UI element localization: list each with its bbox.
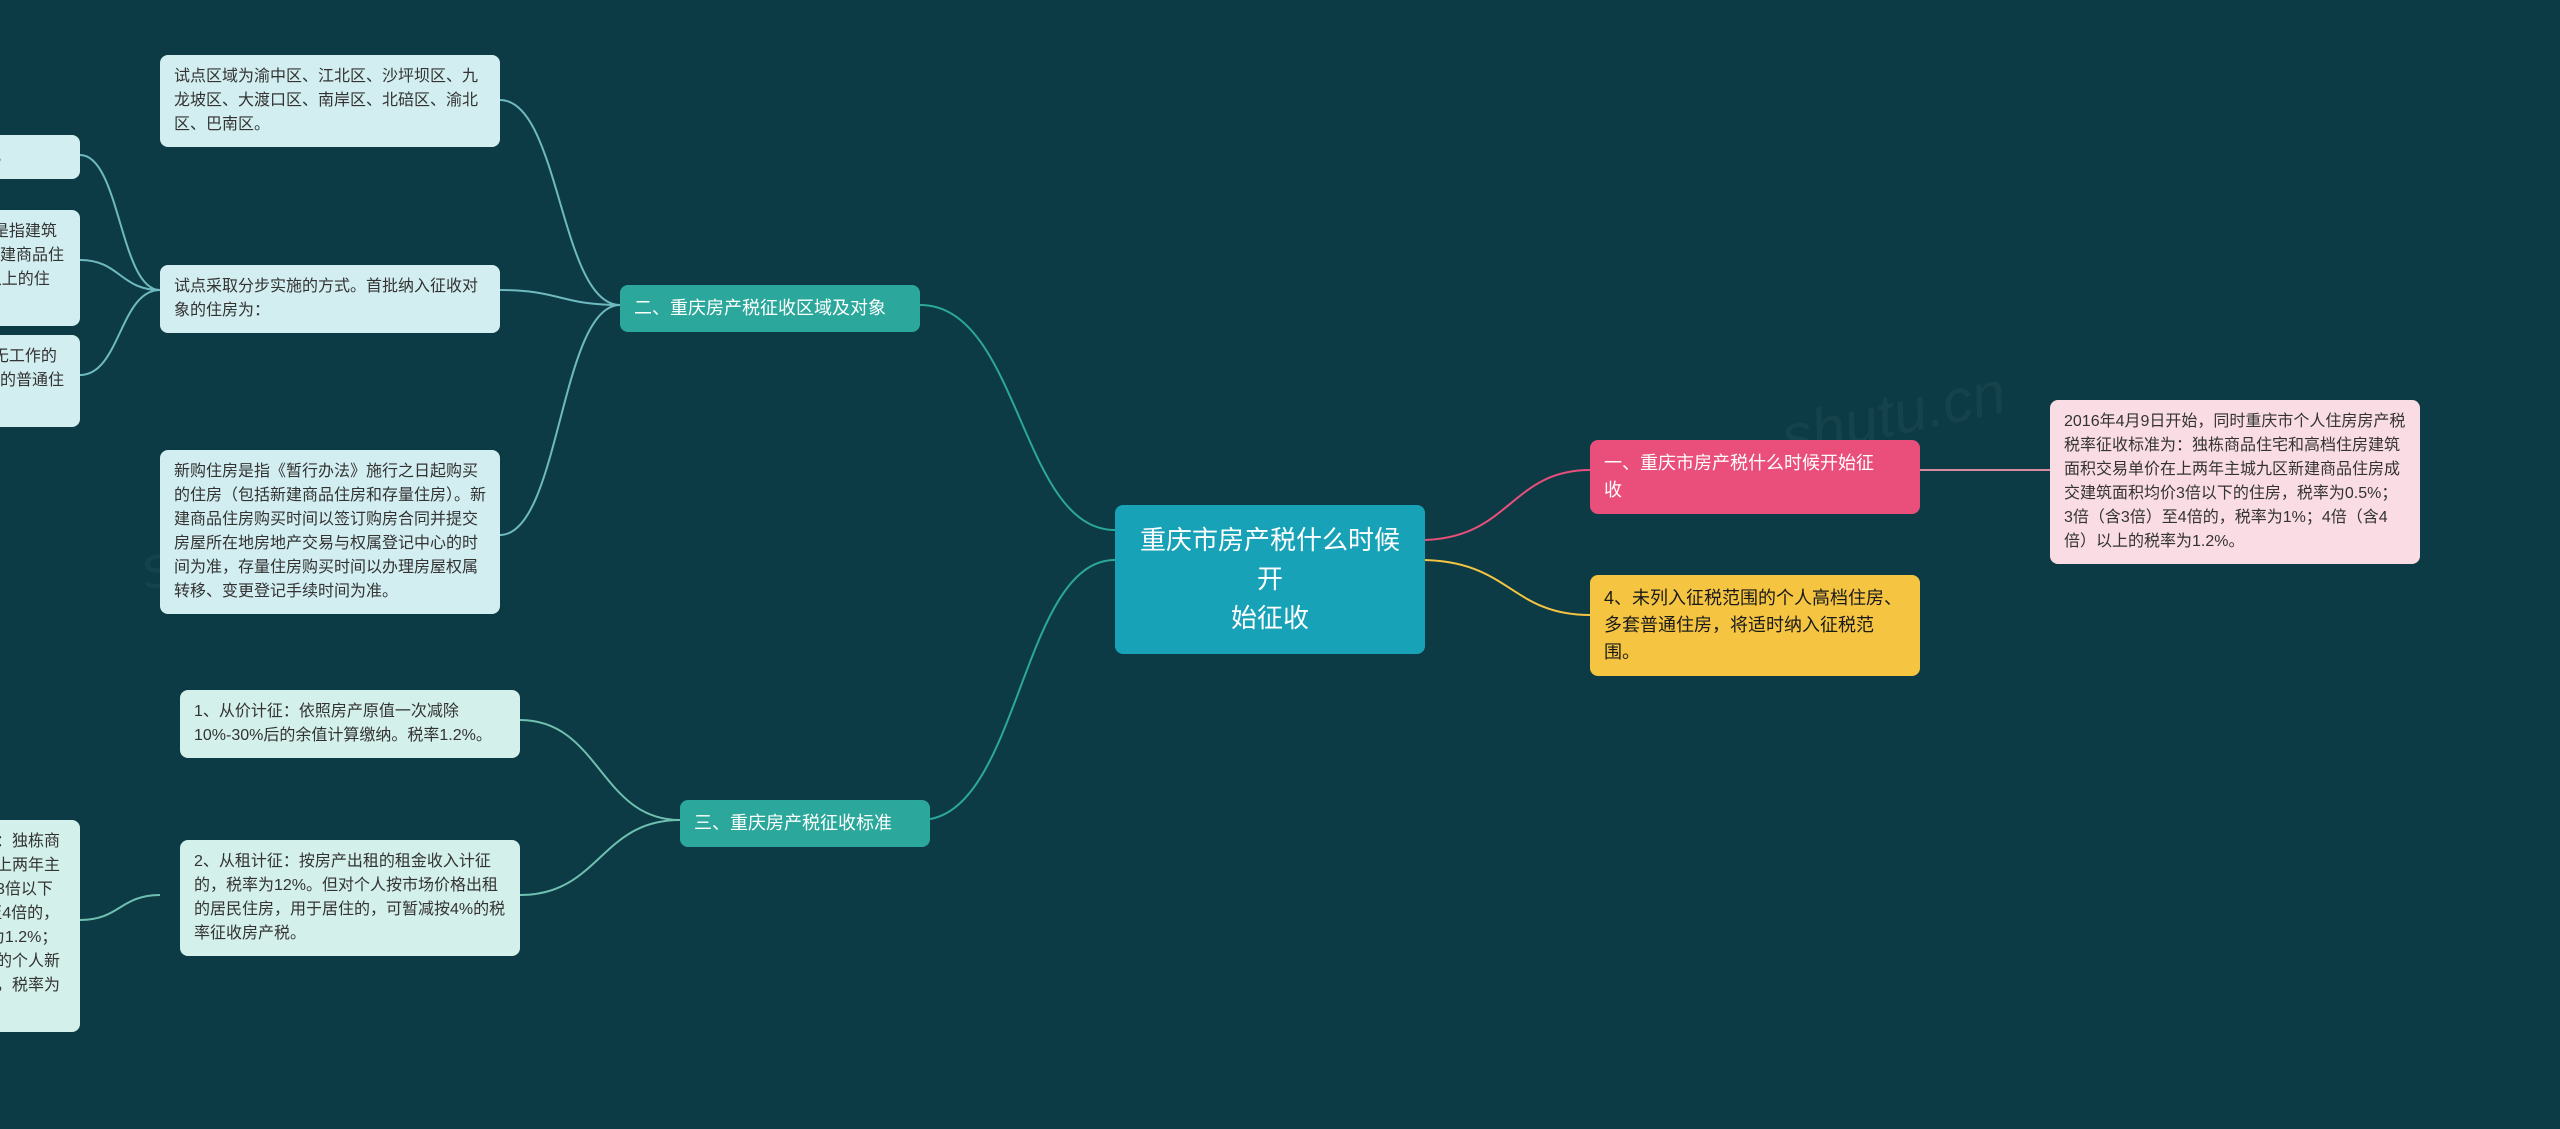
branch-four-d1: 1、从价计征：依照房产原值一次减除10%-30%后的余值计算缴纳。税率1.2%。 <box>180 690 520 758</box>
branch-three: 二、重庆房产税征收区域及对象 <box>620 285 920 332</box>
center-node: 重庆市房产税什么时候开始征收 <box>1115 505 1425 654</box>
branch-three-c2-g2: 2、个人新购的高档住房。高档住房是指建筑面积交易单价达到上两年主城九区新建商品住… <box>0 210 80 326</box>
branch-three-c2: 试点采取分步实施的方式。首批纳入征收对象的住房为： <box>160 265 500 333</box>
branch-four-d2: 2、从租计征：按房产出租的租金收入计征的，税率为12%。但对个人按市场价格出租的… <box>180 840 520 956</box>
branch-one: 一、重庆市房产税什么时候开始征收 <box>1590 440 1920 514</box>
branch-four: 三、重庆房产税征收标准 <box>680 800 930 847</box>
branch-three-c2-g3: 3、在重庆市同时无户籍、无企业、无工作的个人新购的第二套（含第二套）以上的普通住… <box>0 335 80 427</box>
branch-three-c1: 试点区域为渝中区、江北区、沙坪坝区、九龙坡区、大渡口区、南岸区、北碚区、渝北区、… <box>160 55 500 147</box>
branch-three-c2-g1: 1、个人拥有的独栋商品住宅。 <box>0 135 80 179</box>
branch-one-leaf: 2016年4月9日开始，同时重庆市个人住房房产税税率征收标准为：独栋商品住宅和高… <box>2050 400 2420 564</box>
branch-two: 4、未列入征税范围的个人高档住房、多套普通住房，将适时纳入征税范围。 <box>1590 575 1920 676</box>
branch-three-c3: 新购住房是指《暂行办法》施行之日起购买的住房（包括新建商品住房和存量住房）。新建… <box>160 450 500 614</box>
branch-four-d2-grandchild: 重庆市个人住房房产税税率征收标准为：独栋商品住宅和高档住房建筑面积交易单价在上两… <box>0 820 80 1032</box>
